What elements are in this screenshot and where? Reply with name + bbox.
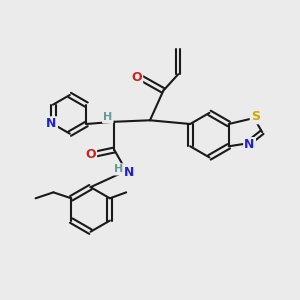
Text: H: H	[114, 164, 123, 174]
Text: O: O	[85, 148, 96, 161]
Text: N: N	[46, 118, 57, 130]
Text: H: H	[103, 112, 112, 122]
Text: N: N	[244, 138, 255, 151]
Text: N: N	[124, 166, 134, 179]
Text: S: S	[251, 110, 260, 123]
Text: O: O	[131, 71, 142, 84]
